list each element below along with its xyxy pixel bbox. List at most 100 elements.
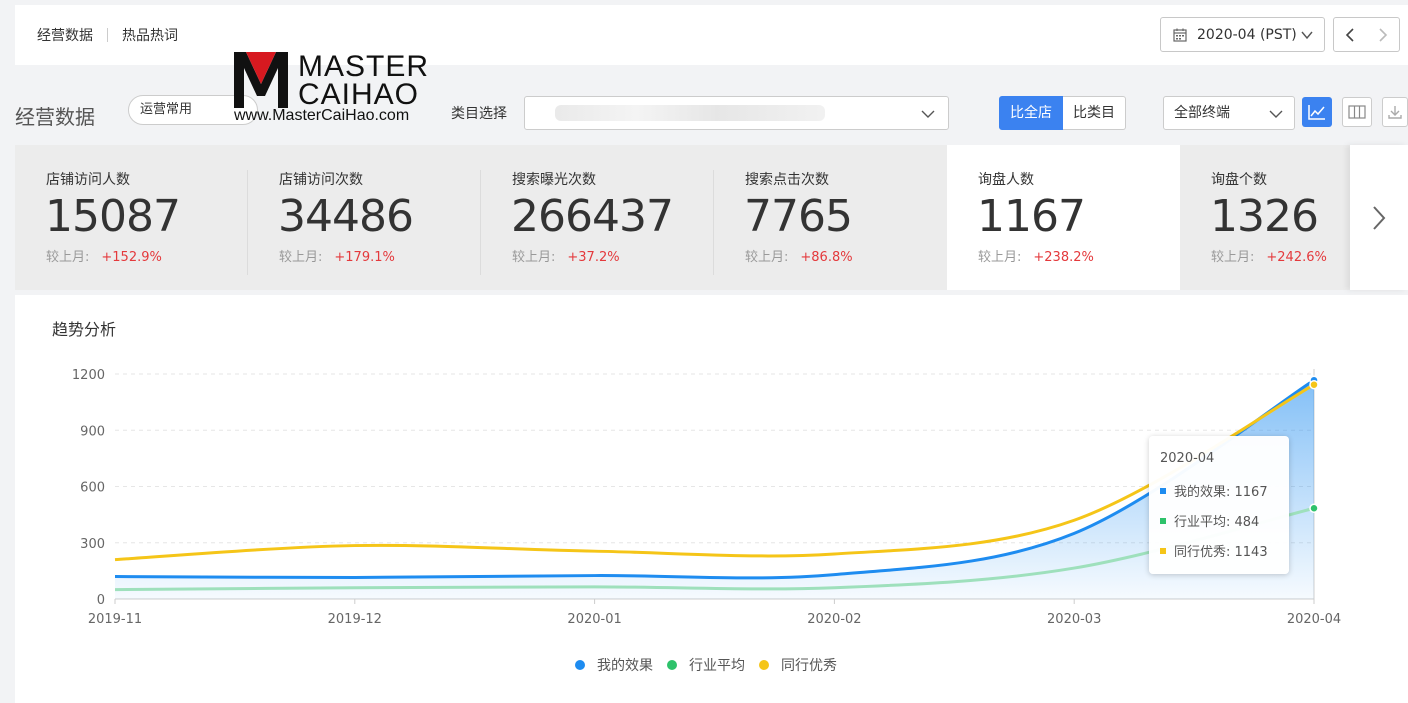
metric-value: 34486 [278, 191, 414, 242]
compare-percent: +179.1% [334, 250, 395, 265]
metric-label: 询盘个数 [1211, 172, 1267, 188]
master-caihao-logo-mark [234, 52, 288, 108]
metric-card[interactable]: 店铺访问人数 15087 较上月: +152.9% [15, 145, 248, 290]
line-chart-view-button[interactable] [1302, 97, 1332, 127]
metric-compare: 较上月: +238.2% [978, 246, 1094, 265]
metric-compare: 较上月: +37.2% [512, 246, 620, 265]
y-tick-label: 300 [80, 537, 105, 552]
nav-divider [107, 28, 108, 42]
tooltip-row: 行业平均: 484 [1160, 511, 1259, 530]
metric-value: 1167 [977, 191, 1086, 242]
terminal-value: 全部终端 [1174, 105, 1230, 121]
metric-label: 询盘人数 [978, 172, 1034, 188]
series-line-peers [114, 383, 1315, 562]
top-bar: 经营数据 热品热词 2020-04 (PST) [15, 5, 1408, 65]
x-tick-label: 2019-11 [88, 612, 142, 627]
download-icon [1388, 106, 1402, 119]
tooltip-row-label: 我的效果: 1167 [1174, 485, 1268, 500]
legend-label: 行业平均 [689, 658, 745, 674]
compare-percent: +152.9% [101, 250, 162, 265]
y-tick-label: 600 [80, 481, 105, 496]
legend-item[interactable]: 我的效果 [575, 655, 653, 675]
legend-item[interactable]: 同行优秀 [759, 655, 837, 675]
compare-category-button[interactable]: 比类目 [1063, 96, 1126, 130]
y-tick-label: 0 [97, 593, 105, 608]
legend-label: 我的效果 [597, 658, 653, 674]
metric-label: 搜索点击次数 [745, 172, 829, 188]
category-label: 类目选择 [451, 106, 507, 122]
metric-card[interactable]: 店铺访问次数 34486 较上月: +179.1% [248, 145, 481, 290]
metric-value: 266437 [511, 191, 674, 242]
download-button[interactable] [1382, 97, 1408, 127]
metric-value: 1326 [1210, 191, 1319, 242]
compare-label: 较上月: [745, 250, 789, 265]
legend-dot [575, 660, 585, 670]
x-tick-label: 2019-12 [328, 612, 382, 627]
compare-label: 较上月: [279, 250, 323, 265]
table-view-button[interactable] [1342, 97, 1372, 127]
metric-card[interactable]: 搜索曝光次数 266437 较上月: +37.2% [481, 145, 714, 290]
x-tick-label: 2020-02 [807, 612, 861, 627]
card-divider [480, 170, 481, 275]
metric-value: 7765 [744, 191, 853, 242]
chevron-down-icon [1269, 110, 1283, 118]
data-point [1309, 379, 1319, 390]
chart-tooltip: 2020-04 我的效果: 1167 行业平均: 484 同行优秀: 1143 [1149, 436, 1289, 574]
tab-business-data[interactable]: 经营数据 [37, 28, 93, 44]
trend-chart-panel: 趋势分析 0 300 600 900 1200 2019-11 2019-12 2020-01… [15, 295, 1408, 703]
filter-row: 经营数据 运营常用 类目选择 比全店 比类目 全部终端 [0, 90, 1408, 136]
category-select[interactable] [524, 96, 949, 130]
watermark-logo: MASTER CAIHAO www.MasterCaiHao.com [232, 50, 430, 124]
legend-label: 同行优秀 [781, 658, 837, 674]
watermark-url: www.MasterCaiHao.com [234, 107, 410, 124]
chevron-down-icon [921, 110, 935, 118]
chevron-left-icon [1345, 27, 1354, 42]
compare-percent: +86.8% [800, 250, 853, 265]
preset-value: 运营常用 [140, 102, 193, 117]
metric-label: 搜索曝光次数 [512, 172, 596, 188]
tooltip-swatch [1160, 547, 1166, 554]
metric-card[interactable]: 搜索点击次数 7765 较上月: +86.8% [714, 145, 947, 290]
chevron-right-icon [1378, 27, 1387, 42]
data-point [1309, 503, 1319, 513]
compare-all-store-button[interactable]: 比全店 [999, 96, 1063, 130]
compare-label: 较上月: [1211, 250, 1255, 265]
series-line-industry [114, 506, 1315, 592]
tooltip-swatch [1160, 487, 1166, 494]
chart-legend: 我的效果 行业平均 同行优秀 [575, 655, 851, 675]
metric-card[interactable]: 询盘人数 1167 较上月: +238.2% [947, 145, 1180, 290]
watermark-line2: CAIHAO [298, 78, 420, 111]
prev-month-button[interactable] [1333, 17, 1367, 52]
chart-title: 趋势分析 [52, 320, 117, 339]
series-area-mine [115, 380, 1314, 599]
compare-label: 较上月: [46, 250, 90, 265]
tab-hot-products[interactable]: 热品热词 [122, 28, 178, 44]
tooltip-row: 我的效果: 1167 [1160, 481, 1268, 500]
tooltip-row-label: 同行优秀: 1143 [1174, 545, 1268, 560]
line-chart-icon [1308, 105, 1325, 120]
calendar-icon [1173, 28, 1187, 42]
x-tick-label: 2020-04 [1287, 612, 1341, 627]
tooltip-row-label: 行业平均: 484 [1174, 515, 1260, 530]
compare-percent: +242.6% [1266, 250, 1327, 265]
compare-label: 较上月: [512, 250, 556, 265]
tooltip-swatch [1160, 517, 1166, 524]
terminal-select[interactable]: 全部终端 [1163, 96, 1295, 130]
x-tick-label: 2020-03 [1047, 612, 1101, 627]
metrics-next-button[interactable] [1350, 145, 1408, 290]
legend-item[interactable]: 行业平均 [667, 655, 745, 675]
y-tick-label: 900 [80, 424, 105, 439]
top-nav: 经营数据 热品热词 [37, 25, 178, 45]
tooltip-row: 同行优秀: 1143 [1160, 541, 1268, 560]
metric-compare: 较上月: +86.8% [745, 246, 853, 265]
series-line-mine [114, 378, 1315, 580]
y-tick-label: 1200 [72, 368, 105, 383]
date-picker[interactable]: 2020-04 (PST) [1160, 17, 1325, 52]
chevron-right-icon [1373, 205, 1386, 230]
next-month-button[interactable] [1366, 17, 1400, 52]
metric-value: 15087 [45, 191, 181, 242]
card-divider [713, 170, 714, 275]
watermark-line1: MASTER [298, 50, 430, 83]
legend-dot [667, 660, 677, 670]
section-title: 经营数据 [15, 105, 95, 129]
